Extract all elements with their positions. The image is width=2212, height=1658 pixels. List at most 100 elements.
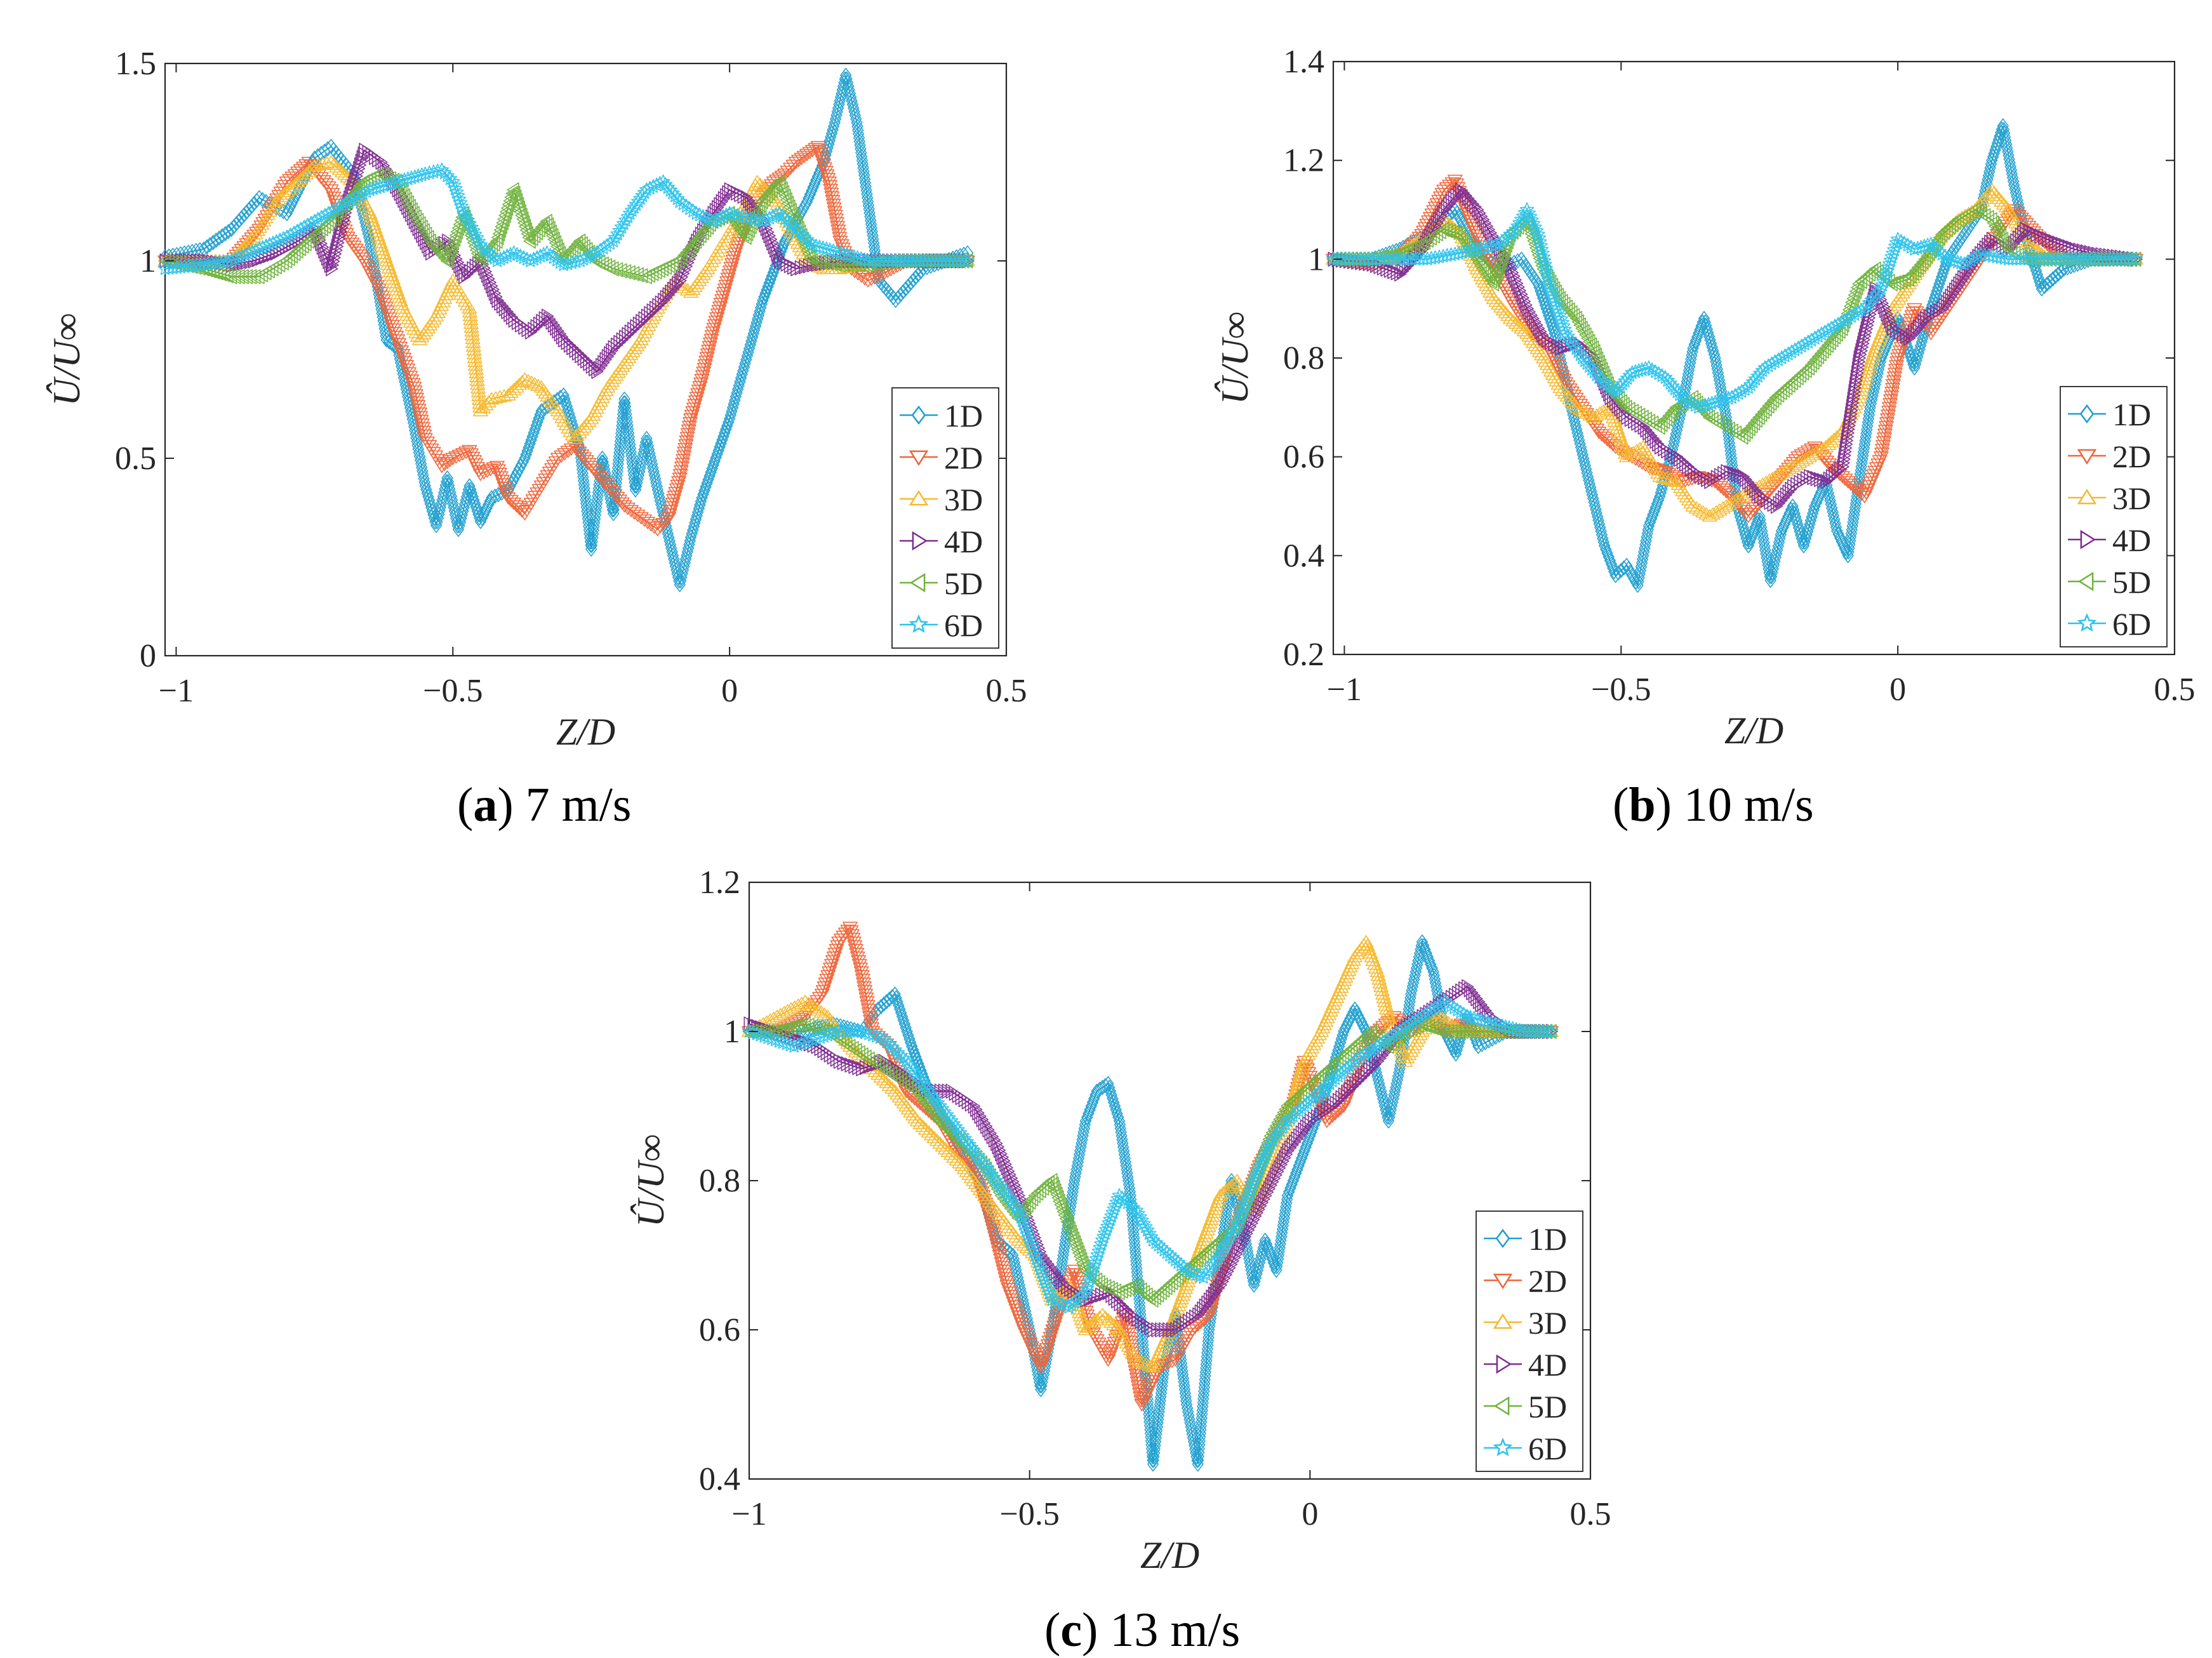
x-tick-label: 0.5 — [2154, 672, 2195, 708]
series-line-6D — [1333, 208, 2136, 408]
legend-marker-diamond — [2079, 404, 2095, 424]
legend-marker-triangle-left — [1493, 1396, 1510, 1416]
legend-marker-triangle-right — [912, 531, 928, 551]
legend-label: 1D — [1528, 1221, 1567, 1257]
legend-box — [891, 387, 999, 649]
legend-marker-triangle-up — [2077, 488, 2097, 505]
legend-item-1D: 1D — [1484, 1221, 1567, 1257]
legend-marker-star — [909, 614, 929, 633]
chart-b-svg: −1 −0.5 0 0.5 0.2 0.4 0.6 0.8 1 1.2 1.4 Z/D Û/U∞ 1D 2D… — [1214, 44, 2195, 752]
series-line-3D — [165, 161, 968, 440]
legend-item-5D: 5D — [2068, 564, 2151, 600]
legend-marker-triangle-down — [2077, 449, 2097, 465]
series-6D — [157, 162, 975, 275]
legend: 1D 2D 3D 4D 5D 6D — [891, 387, 999, 649]
y-tick-label: 0.8 — [1283, 340, 1324, 376]
caption-a-letter: a — [473, 778, 498, 832]
legend-marker-triangle-up — [909, 489, 929, 506]
legend-marker-star — [1493, 1437, 1513, 1457]
caption-a-text: 7 m/s — [513, 778, 632, 832]
y-tick-label: 1.2 — [699, 865, 740, 901]
legend-item-2D: 2D — [2068, 439, 2151, 474]
y-axis-label: Û/U∞ — [630, 1134, 672, 1227]
legend-marker-triangle-up — [1493, 1313, 1513, 1329]
legend-label: 3D — [2112, 481, 2151, 516]
x-tick-label: −0.5 — [1000, 1496, 1060, 1532]
legend-marker-triangle-down — [1493, 1273, 1513, 1290]
legend-label: 3D — [1528, 1305, 1567, 1341]
legend-label: 5D — [1528, 1389, 1567, 1424]
chart-panel-c: −1 −0.5 0 0.5 0.4 0.6 0.8 1 1.2 Z/D Û/U∞ 1D 2D 3D 4D 5D… — [571, 825, 1651, 1600]
chart-a-svg: −1 −0.5 0 0.5 0 0.5 1 1.5 Z/D Û/U∞ 1D 2D 3D 4D 5D 6D — [46, 46, 1027, 753]
plot-area — [748, 881, 1592, 1480]
x-axis-label: Z/D — [556, 711, 615, 753]
legend-marker-triangle-left — [909, 573, 926, 593]
caption-b-text: 10 m/s — [1671, 778, 1814, 832]
legend-label: 5D — [2112, 564, 2151, 600]
legend-label: 2D — [1528, 1263, 1567, 1299]
legend-box — [2060, 386, 2168, 647]
y-tick-label: 1.2 — [1283, 143, 1324, 179]
series-markers-6D — [157, 162, 975, 275]
x-tick-label: −1 — [1327, 672, 1362, 708]
x-tick-label: 0 — [1889, 672, 1906, 708]
legend-label: 2D — [2112, 439, 2151, 474]
legend-label: 6D — [2112, 606, 2151, 642]
legend-item-6D: 6D — [900, 607, 983, 643]
series-line-5D — [749, 1023, 1552, 1301]
series-line-6D — [164, 169, 968, 270]
x-tick-label: −1 — [159, 673, 194, 709]
chart-panel-b: −1 −0.5 0 0.5 0.2 0.4 0.6 0.8 1 1.2 1.4 Z/D Û/U∞ 1D 2D… — [1156, 0, 2212, 838]
series-line-1D — [749, 939, 1552, 1464]
legend-label: 4D — [1528, 1347, 1567, 1383]
legend: 1D 2D 3D 4D 5D 6D — [1476, 1210, 1583, 1472]
x-tick-label: 0 — [721, 673, 738, 709]
legend-label: 2D — [944, 440, 983, 475]
legend-item-5D: 5D — [1484, 1389, 1567, 1424]
legend-label: 4D — [944, 524, 983, 559]
y-tick-label: 0.6 — [1283, 439, 1324, 475]
series-line-5D — [1333, 209, 2136, 438]
legend-label: 3D — [944, 482, 983, 517]
legend-label: 1D — [2112, 397, 2151, 432]
y-tick-label: 0.5 — [115, 441, 156, 477]
x-tick-label: 0.5 — [986, 673, 1027, 709]
y-tick-label: 1 — [724, 1014, 740, 1050]
legend-item-2D: 2D — [1484, 1263, 1567, 1299]
legend-item-5D: 5D — [900, 566, 983, 601]
legend-item-3D: 3D — [2068, 481, 2151, 516]
legend-label: 4D — [2112, 522, 2151, 558]
chart-c-svg: −1 −0.5 0 0.5 0.4 0.6 0.8 1 1.2 Z/D Û/U∞ 1D 2D 3D 4D 5D… — [630, 865, 1611, 1576]
legend-marker-star — [2077, 613, 2097, 632]
legend-label: 6D — [1528, 1431, 1567, 1466]
legend: 1D 2D 3D 4D 5D 6D — [2060, 386, 2168, 647]
caption-c-text: 13 m/s — [1098, 1603, 1241, 1657]
legend-item-6D: 6D — [2068, 606, 2151, 642]
y-tick-label: 0.6 — [699, 1312, 740, 1348]
x-tick-label: 0.5 — [1570, 1496, 1611, 1532]
series-line-1D — [1333, 125, 2136, 587]
legend-marker-triangle-right — [1496, 1354, 1512, 1374]
legend-item-6D: 6D — [1484, 1431, 1567, 1466]
y-tick-label: 1 — [1308, 241, 1324, 277]
x-tick-label: −0.5 — [423, 673, 483, 709]
y-tick-label: 1.5 — [115, 46, 156, 82]
legend-marker-triangle-down — [909, 450, 929, 467]
x-tick-label: −0.5 — [1591, 672, 1651, 708]
legend-marker-triangle-left — [2077, 571, 2094, 592]
y-axis-label: Û/U∞ — [1214, 312, 1256, 404]
series-line-4D — [165, 149, 968, 373]
x-axis-label: Z/D — [1724, 710, 1783, 752]
series-line-2D — [164, 145, 968, 531]
legend-marker-triangle-right — [2080, 529, 2096, 550]
legend-item-3D: 3D — [900, 482, 983, 517]
series-markers-6D — [742, 994, 1559, 1314]
legend-item-4D: 4D — [2068, 522, 2151, 558]
y-tick-label: 0.2 — [1283, 637, 1324, 673]
plot-area — [1332, 60, 2176, 656]
legend-item-1D: 1D — [900, 398, 983, 434]
series-markers-6D — [1326, 202, 2143, 414]
legend-marker-diamond — [911, 405, 926, 425]
y-tick-label: 1.4 — [1283, 44, 1324, 80]
chart-panel-a: −1 −0.5 0 0.5 0 0.5 1 1.5 Z/D Û/U∞ 1D 2D 3D 4D 5D 6D — [0, 0, 1105, 838]
